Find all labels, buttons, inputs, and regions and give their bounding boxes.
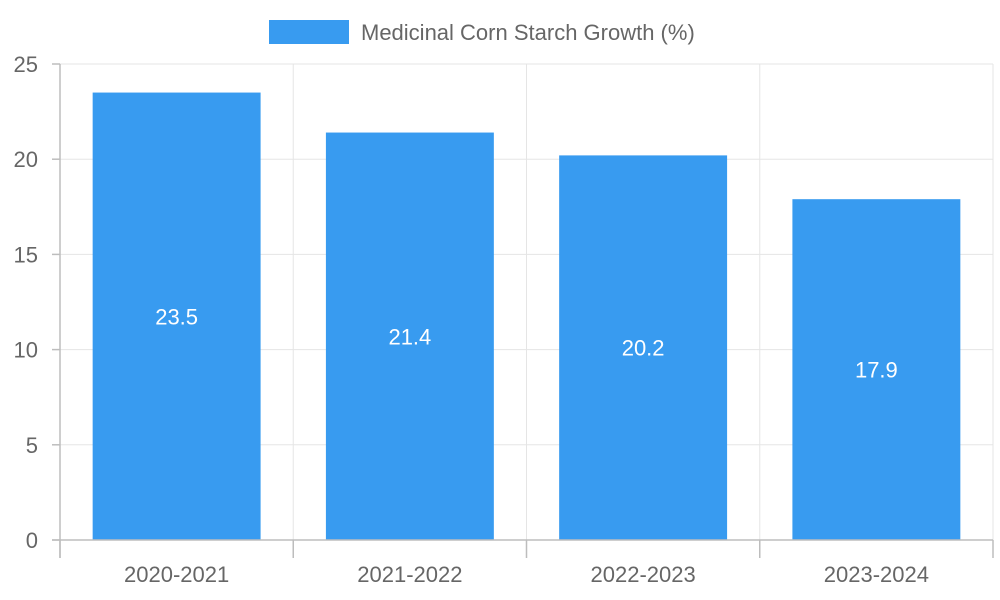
- y-tick-label: 20: [14, 147, 38, 172]
- bars-layer: [92, 92, 961, 540]
- y-tick-label: 10: [14, 338, 38, 363]
- bar[interactable]: [92, 92, 261, 540]
- y-tick-label: 25: [14, 52, 38, 77]
- legend-label[interactable]: Medicinal Corn Starch Growth (%): [361, 20, 695, 45]
- legend[interactable]: Medicinal Corn Starch Growth (%): [269, 20, 695, 45]
- bar[interactable]: [792, 199, 961, 540]
- bar-value-label: 20.2: [622, 336, 665, 361]
- axes-layer: [52, 63, 994, 558]
- bar-value-label: 17.9: [855, 358, 898, 383]
- x-tick-label: 2020-2021: [124, 562, 229, 587]
- bar-value-label: 23.5: [155, 304, 198, 329]
- y-tick-label: 5: [26, 433, 38, 458]
- bar-value-label: 21.4: [388, 324, 431, 349]
- bar[interactable]: [559, 155, 728, 540]
- legend-swatch[interactable]: [269, 20, 349, 44]
- x-tick-label: 2023-2024: [824, 562, 929, 587]
- y-tick-label: 0: [26, 528, 38, 553]
- bar[interactable]: [325, 132, 494, 540]
- x-tick-label: 2021-2022: [357, 562, 462, 587]
- y-tick-label: 15: [14, 242, 38, 267]
- labels-layer: 0 5 10 15 20 25 23.5 2020-2021 21.4 2021-2022 20.2…: [14, 52, 929, 587]
- x-tick-label: 2022-2023: [591, 562, 696, 587]
